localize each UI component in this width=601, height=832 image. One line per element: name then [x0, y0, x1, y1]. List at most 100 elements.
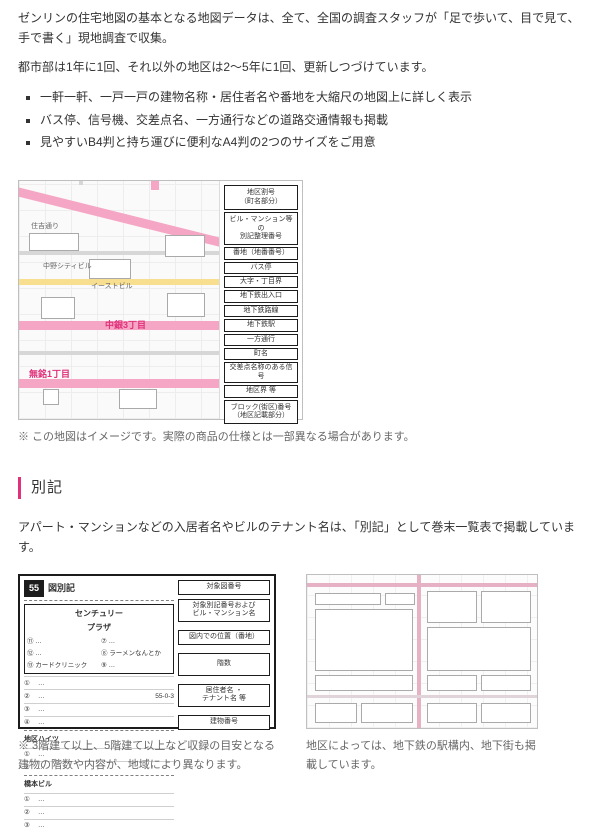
building-box — [165, 235, 205, 257]
under-building — [427, 675, 477, 691]
feature-list: 一軒一軒、一戸一戸の建物名称・居住者名や番地を大縮尺の地図上に詳しく表示 バス停… — [18, 87, 583, 152]
building-box — [89, 259, 131, 279]
divider — [24, 775, 174, 777]
under-road — [417, 575, 421, 728]
plaza-cell: ⑫ … — [27, 648, 97, 659]
building-label: イーストビル — [91, 281, 133, 293]
legend-item: バス停 — [224, 262, 298, 274]
under-building — [385, 593, 415, 605]
building-box — [29, 233, 79, 251]
under-building — [481, 675, 531, 691]
map-note: ※ この地図はイメージです。実際の商品の仕様とは一部異なる場合があります。 — [18, 428, 583, 447]
bekki-row: 55 図別記 センチュリープラザ ⑪ … ⑦ … ⑫ … ⑧ ラーメンなんとか … — [18, 574, 583, 774]
list-row: ③… — [24, 703, 174, 716]
building-box — [43, 389, 59, 405]
under-building — [427, 591, 477, 623]
legend-item: 地区界 等 — [224, 385, 298, 397]
legend-item: 町名 — [224, 348, 298, 360]
intro-line-1: ゼンリンの住宅地図の基本となる地図データは、全て、全国の調査スタッフが「足で歩い… — [18, 8, 583, 49]
underground-col: 地区によっては、地下鉄の駅構内、地下街も掲載しています。 — [306, 574, 538, 774]
intro-block: ゼンリンの住宅地図の基本となる地図データは、全て、全国の調査スタッフが「足で歩い… — [18, 8, 583, 77]
bekki-right-box: 建物番号 — [178, 715, 270, 730]
building-box — [119, 389, 157, 409]
legend-item: 交差点名称のある信号 — [224, 362, 298, 383]
building-box — [167, 293, 205, 317]
feature-item: バス停、信号機、交差点名、一方通行などの道路交通情報も掲載 — [40, 110, 583, 130]
bekki-plaza-box: センチュリープラザ ⑪ … ⑦ … ⑫ … ⑧ ラーメンなんとか ⑬ カードクリ… — [24, 604, 174, 674]
bekki-badge: 55 — [24, 580, 44, 597]
bekki-header: 55 図別記 — [24, 580, 174, 597]
legend-item: 一方通行 — [224, 334, 298, 346]
bekki-left-col: 55 図別記 センチュリープラザ ⑪ … ⑦ … ⑫ … ⑧ ラーメンなんとか … — [18, 574, 276, 774]
underground-note: 地区によっては、地下鉄の駅構内、地下街も掲載しています。 — [306, 737, 538, 774]
list-row: ④… — [24, 716, 174, 729]
section-heading-bekki: 別記 — [18, 477, 583, 499]
bekki-list: ①… ②… 55-0-3 ③… ④… — [24, 676, 174, 728]
list-row: ②… — [24, 806, 174, 819]
map-sample-frame: 住吉通り 中野シティビル イーストビル 中銀3丁目 無銘1丁目 地区割号（町名部… — [18, 180, 303, 420]
section-title: 別記 — [31, 475, 63, 501]
under-building — [481, 703, 531, 723]
feature-item: 一軒一軒、一戸一戸の建物名称・居住者名や番地を大縮尺の地図上に詳しく表示 — [40, 87, 583, 107]
legend-item: 地下鉄路線 — [224, 305, 298, 317]
plaza-cell: ⑧ ラーメンなんとか — [101, 648, 171, 659]
under-building — [427, 703, 477, 723]
bekki-title: 図別記 — [48, 581, 75, 596]
bekki-right-box: 対象図番号 — [178, 580, 270, 595]
building-label: 中野シティビル — [43, 261, 92, 273]
list-row: ③… — [24, 819, 174, 832]
plaza-cell: ⑨ … — [101, 660, 171, 671]
under-building — [315, 675, 413, 691]
area-label: 中銀3丁目 — [105, 318, 146, 333]
bekki-right-panel: 対象図番号 対象別記番号およびビル・マンション名 図内での位置（番地） 階数 居… — [178, 580, 270, 723]
intro-line-2: 都市部は1年に1回、それ以外の地区は2～5年に1回、更新しつづけています。 — [18, 57, 583, 77]
list-row: ①… — [24, 676, 174, 689]
map-sample-block: 住吉通り 中野シティビル イーストビル 中銀3丁目 無銘1丁目 地区割号（町名部… — [18, 180, 583, 447]
road-vert-2 — [79, 181, 83, 185]
bekki-right-box: 図内での位置（番地） — [178, 630, 270, 645]
bekki-right-box: 対象別記番号およびビル・マンション名 — [178, 599, 270, 623]
plaza-cell: ⑬ カードクリニック — [27, 660, 97, 671]
bekki-right-box: 階数 — [178, 653, 270, 676]
page-root: ゼンリンの住宅地図の基本となる地図データは、全て、全国の調査スタッフが「足で歩い… — [0, 0, 601, 794]
building-box — [41, 297, 75, 319]
under-building — [315, 609, 413, 671]
legend-item: 地下鉄出入口 — [224, 290, 298, 302]
area-label: 無銘1丁目 — [29, 367, 70, 382]
under-building — [315, 593, 381, 605]
legend-item: 地区割号（町名部分） — [224, 185, 298, 210]
divider — [24, 730, 174, 732]
divider — [24, 600, 174, 602]
bekki-plaza-name: センチュリープラザ — [27, 607, 171, 634]
legend-item: ブロック(街区)番号（地区記載部分） — [224, 400, 298, 425]
map-legend: 地区割号（町名部分） ビル・マンション等の別記整理番号 番地（地番番号） バス停… — [220, 181, 302, 419]
bekki-left-panel: 55 図別記 センチュリープラザ ⑪ … ⑦ … ⑫ … ⑧ ラーメンなんとか … — [24, 580, 174, 723]
legend-item: 番地（地番番号） — [224, 247, 298, 259]
plaza-cell: ⑪ … — [27, 636, 97, 647]
list-row: ②… 55-0-3 — [24, 689, 174, 702]
bekki-bldg: 橋本ビル — [24, 779, 174, 791]
under-building — [427, 627, 531, 671]
bekki-sample-frame: 55 図別記 センチュリープラザ ⑪ … ⑦ … ⑫ … ⑧ ラーメンなんとか … — [18, 574, 276, 729]
feature-item: 見やすいB4判と持ち運びに便利なA4判の2つのサイズをご用意 — [40, 132, 583, 152]
bekki-intro: アパート・マンションなどの入居者名やビルのテナント名は、「別記」として巻末一覧表… — [18, 517, 583, 558]
bekki-note: ※ 3階建て以上、5階建て以上など収録の目安となる建物の階数や内容が、地域により… — [18, 737, 276, 774]
map-canvas: 住吉通り 中野シティビル イーストビル 中銀3丁目 無銘1丁目 — [19, 181, 220, 419]
street-label: 住吉通り — [31, 221, 59, 233]
road-minor-2 — [19, 351, 219, 355]
list-row: ①… — [24, 793, 174, 806]
road-vert-1 — [151, 181, 159, 190]
bekki-list: ①… ②… ③… — [24, 793, 174, 832]
under-road — [307, 583, 537, 587]
underground-map-frame — [306, 574, 538, 729]
legend-item: 大字・丁目界 — [224, 276, 298, 288]
under-building — [481, 591, 531, 623]
legend-item: ビル・マンション等の別記整理番号 — [224, 212, 298, 245]
bekki-right-box: 居住者名 ・テナント名 等 — [178, 684, 270, 708]
plaza-cell: ⑦ … — [101, 636, 171, 647]
legend-item: 地下鉄駅 — [224, 319, 298, 331]
under-building — [315, 703, 357, 723]
under-building — [361, 703, 413, 723]
bekki-plaza-grid: ⑪ … ⑦ … ⑫ … ⑧ ラーメンなんとか ⑬ カードクリニック ⑨ … — [27, 636, 171, 671]
under-road — [307, 695, 537, 698]
